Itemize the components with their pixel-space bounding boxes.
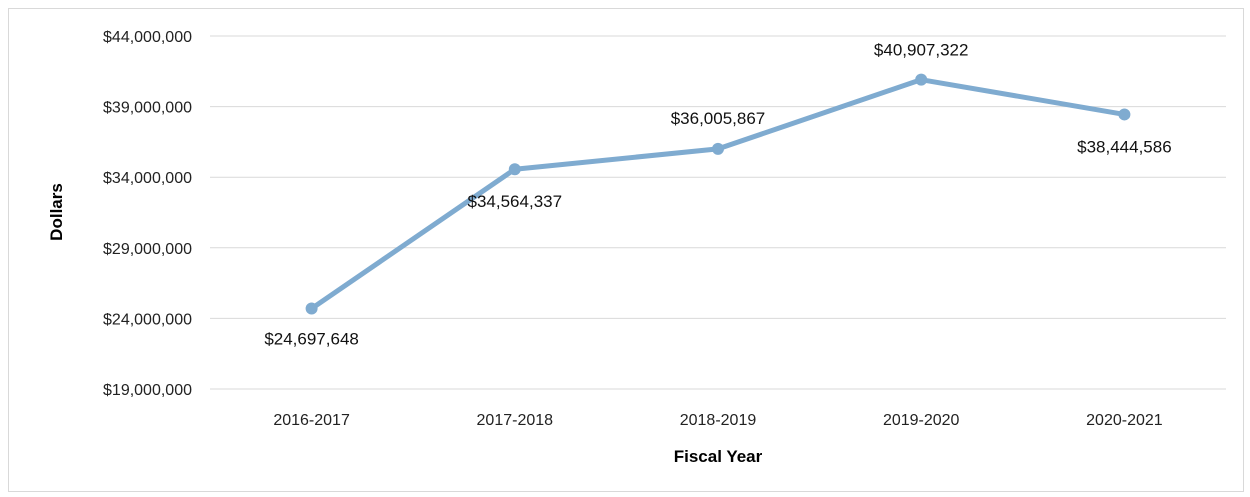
- data-points: [305, 73, 1131, 315]
- x-axis-title: Fiscal Year: [674, 447, 763, 466]
- data-label: $36,005,867: [671, 109, 766, 128]
- data-label: $38,444,586: [1077, 137, 1172, 156]
- x-tick-label: 2018-2019: [680, 412, 757, 429]
- y-tick-label: $24,000,000: [103, 311, 192, 328]
- x-tick-labels: 2016-2017 2017-2018 2018-2019 2019-2020 2020…: [273, 412, 1162, 429]
- data-label: $34,564,337: [468, 192, 563, 211]
- data-label: $40,907,322: [874, 41, 969, 60]
- data-point: [508, 163, 521, 176]
- data-point: [305, 302, 318, 315]
- y-tick-label: $39,000,000: [103, 100, 192, 117]
- data-point: [915, 73, 928, 86]
- gridlines: [210, 35, 1226, 390]
- data-labels: $24,697,648 $34,564,337 $36,005,867 $40,907…: [264, 41, 1171, 349]
- data-label: $24,697,648: [264, 330, 359, 349]
- x-tick-label: 2020-2021: [1086, 412, 1163, 429]
- y-tick-label: $34,000,000: [103, 170, 192, 187]
- y-axis-title: Dollars: [47, 183, 66, 241]
- y-tick-label: $19,000,000: [103, 382, 192, 399]
- x-tick-label: 2017-2018: [477, 412, 554, 429]
- x-tick-label: 2016-2017: [273, 412, 350, 429]
- y-tick-label: $44,000,000: [103, 29, 192, 46]
- x-tick-label: 2019-2020: [883, 412, 960, 429]
- y-tick-label: $29,000,000: [103, 241, 192, 258]
- data-point: [1118, 108, 1131, 121]
- y-tick-labels: $19,000,000 $24,000,000 $29,000,000 $34,000…: [103, 29, 192, 399]
- chart-frame: [8, 8, 1244, 492]
- data-point: [712, 142, 724, 155]
